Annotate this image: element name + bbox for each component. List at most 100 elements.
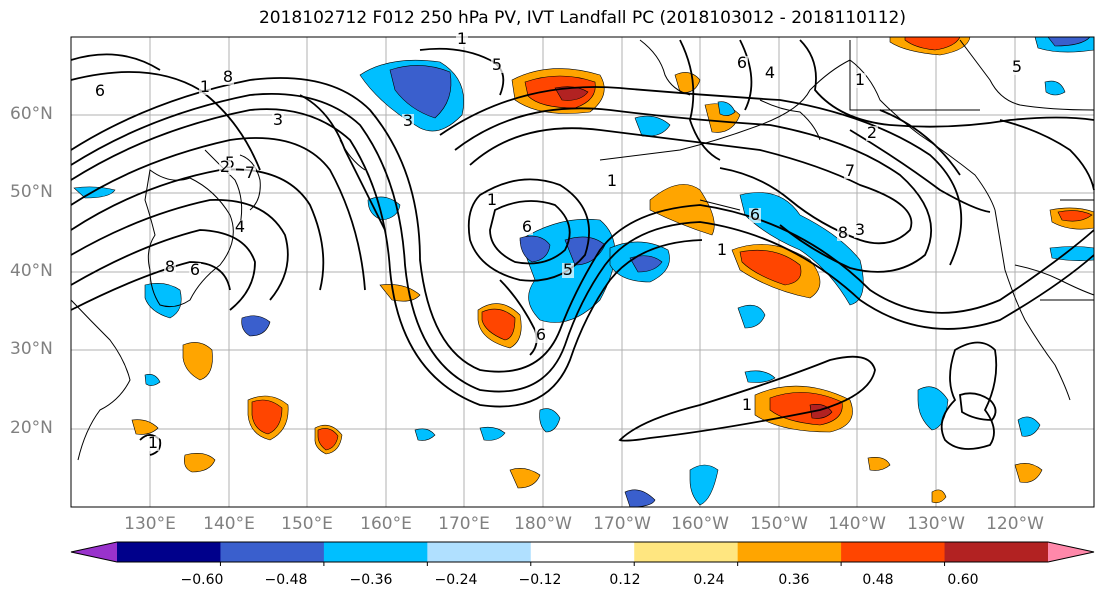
contour-label-bg [199,80,211,95]
coastlines [70,39,1095,461]
contour-label: 1 [487,190,497,209]
coastline [239,154,261,211]
coastline [70,299,131,461]
contour-label: 5 [563,260,573,279]
colorbar-outline [70,541,1095,563]
contour-label: 4 [235,217,245,236]
pv-positive-region [251,399,283,435]
contour-label: 8 [838,223,848,242]
lat-label-30n: 30°N [10,339,53,359]
contour-line [299,94,386,231]
contour-label: 1 [457,29,467,48]
lat-label-20n: 20°N [10,418,53,438]
contour-line [70,168,325,291]
contour-line [70,53,161,71]
contour-label-bg [94,84,106,99]
contour-line [70,199,289,301]
pv-negative-region [717,101,736,116]
colorbar-tick-label: 0.36 [778,572,810,588]
coastline [639,39,691,96]
ivt-contours [70,39,1095,456]
pv-negative-region [1017,416,1041,437]
contour-line [419,47,505,96]
contour-label: 2 [220,157,230,176]
contour-line [739,39,753,111]
contour-line [439,86,963,266]
contour-label: 1 [742,395,752,414]
contour-line [139,434,162,456]
pv-positive-region [509,468,541,489]
lon-label-140e: 140°E [203,514,255,534]
colorbar [70,541,1095,566]
contour-label: 7 [845,161,855,180]
colorbar-segment [117,542,221,562]
contour-label-bg [234,220,246,235]
contour-line [70,261,231,311]
contour-label-bg [147,436,159,451]
pv-negative-region [629,255,663,273]
pv-negative-region [367,196,401,221]
pv-positive-region [554,86,589,101]
colorbar-extend-min [71,542,117,562]
contour-labels: 681573426815465321617811656311 [94,29,1023,452]
contour-label: 1 [717,240,727,259]
contour-line [849,129,991,213]
contour-label: 6 [737,53,747,72]
colorbar-segment [220,542,325,562]
colorbar-tick-label: 0.24 [693,572,725,588]
contour-label: 6 [190,260,200,279]
contour-line [70,108,703,408]
coastline [849,40,980,111]
contour-line [679,39,721,161]
pv-positive-region [131,419,159,435]
contour-label-bg [749,208,761,223]
coastline [339,139,366,171]
coastline [144,169,234,308]
lon-label-150e: 150°E [281,514,333,534]
contour-label: 8 [223,67,233,86]
contour-label-bg [844,164,856,179]
contour-label: 7 [245,163,255,182]
contour-label: 6 [522,217,532,236]
contour-label: 3 [855,220,865,239]
contour-line [879,109,961,176]
colorbar-tick-label: −0.60 [180,572,224,588]
pv-positive-region [182,342,213,381]
colorbar-segment [944,542,1049,562]
contour-label-bg [736,56,748,71]
contour-line [70,229,256,311]
pv-positive-region [184,453,216,473]
lon-label-130w: 130°W [907,514,965,534]
contour-label: 1 [148,433,158,452]
lat-label-50n: 50°N [10,182,53,202]
contour-label: 3 [403,111,413,130]
lat-label-60n: 60°N [10,104,53,124]
contour-line [959,392,997,421]
pv-negative-region [389,65,452,119]
coastline [994,209,1071,401]
contour-line [489,200,571,265]
contour-label-bg [716,243,728,258]
contour-label-bg [866,126,878,141]
colorbar-tick-label: 0.60 [947,572,979,588]
contour-line [70,92,1095,393]
contour-label: 6 [95,81,105,100]
colorbar-segment [634,542,739,562]
colorbar-tick-label: 0.48 [862,572,894,588]
contour-label-bg [764,66,776,81]
colorbar-extend-max [1048,542,1094,562]
contour-label-bg [164,260,176,275]
contour-line [70,137,366,291]
contour-line [940,341,998,450]
pv-negative-region [144,374,161,386]
contour-label: 5 [492,55,502,74]
contour-label: 6 [536,325,546,344]
contour-label: 6 [750,205,760,224]
pv-negative-region [241,315,271,337]
colorbar-tick-label: −0.48 [264,572,308,588]
pv-positive-region [1014,463,1043,483]
lon-label-170w: 170°W [593,514,651,534]
contour-label: 1 [200,77,210,96]
lon-label-180w: 180°W [514,514,572,534]
colorbar-segment [427,542,532,562]
